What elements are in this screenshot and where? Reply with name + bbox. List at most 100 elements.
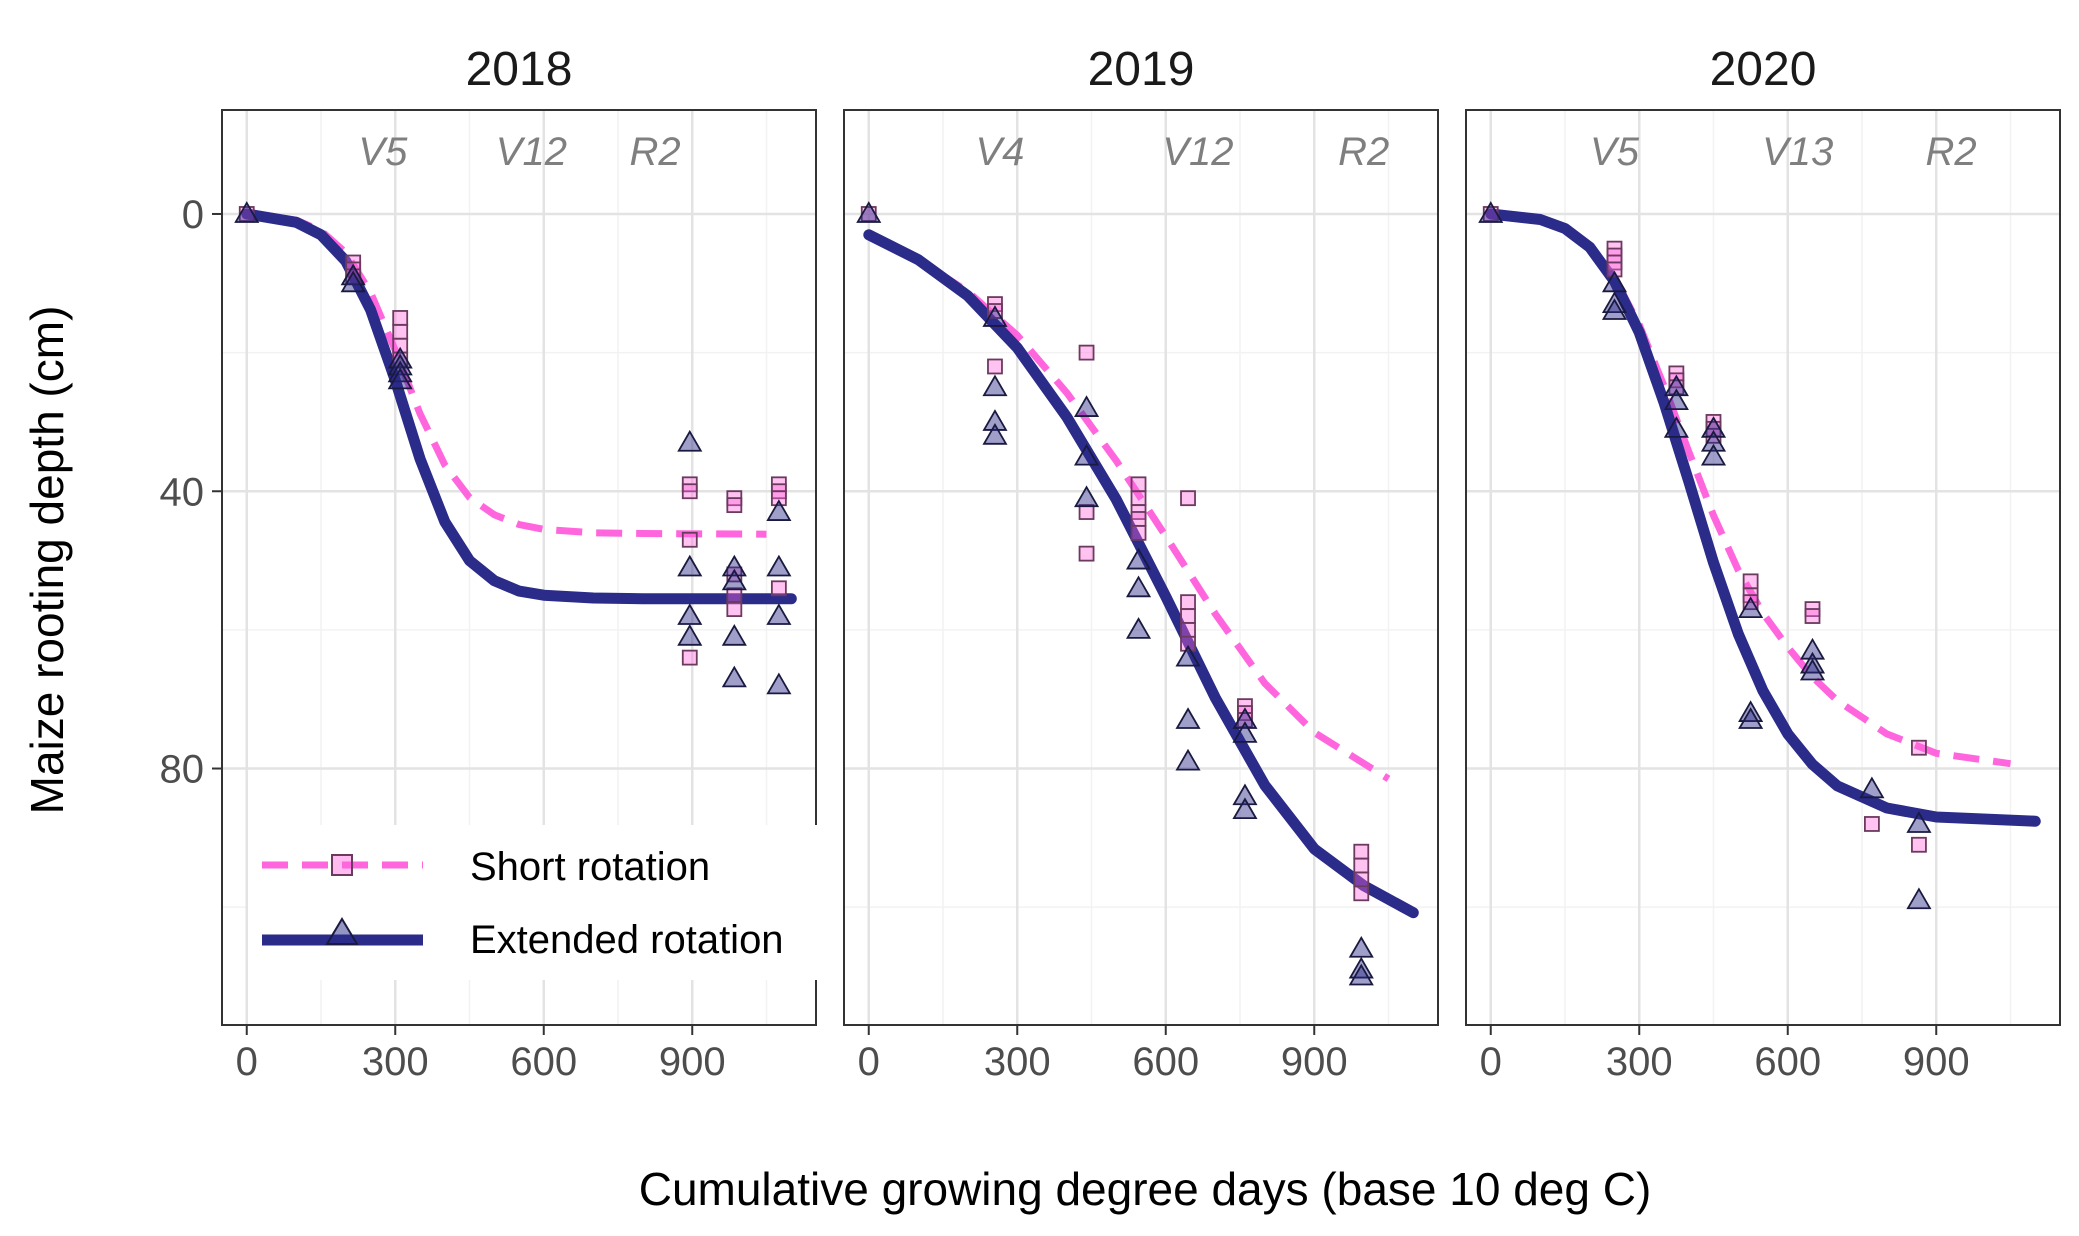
- short-rotation-point: [1911, 836, 1927, 853]
- short-rotation-point: [726, 601, 743, 617]
- panel-2019: 2019 V4 V12 R2 0 300 600 900: [843, 43, 1439, 1084]
- extended-rotation-point: [1175, 748, 1201, 771]
- short-rotation-point: [681, 649, 698, 666]
- extended-rotation-point: [1906, 887, 1932, 910]
- short-rotation-point: [392, 310, 409, 326]
- legend: Short rotation Extended rotation: [248, 825, 838, 980]
- x-tick-label: 0: [858, 1040, 880, 1084]
- short-rotation-point: [1353, 857, 1370, 874]
- x-tick-label: 600: [1132, 1040, 1199, 1084]
- short-rotation-point: [681, 531, 698, 548]
- extended-rotation-point: [677, 554, 703, 577]
- extended-rotation-point: [1663, 374, 1689, 397]
- extended-rotation-point: [1799, 658, 1826, 681]
- panel-border: [221, 109, 817, 1026]
- panel-border: [843, 109, 1439, 1026]
- extended-rotation-point: [677, 429, 703, 452]
- stage-label-V12: V12: [496, 130, 567, 174]
- short-rotation-point: [1078, 545, 1095, 562]
- stage-label-R2: R2: [1338, 130, 1389, 174]
- short-rotation-point: [726, 497, 743, 514]
- short-rotation-point: [681, 483, 698, 500]
- panel-title-2020: 2020: [1710, 43, 1817, 96]
- short-rotation-point: [1078, 504, 1095, 520]
- legend-extended-marker: [325, 917, 359, 945]
- extended-rotation-point: [766, 603, 792, 625]
- legend-short-label: Short rotation: [470, 845, 710, 889]
- y-tick-label: 40: [160, 470, 205, 514]
- extended-rotation-point: [1073, 443, 1100, 466]
- x-tick-label: 300: [1606, 1040, 1673, 1084]
- extended-rotation-point: [1700, 429, 1727, 452]
- y-tick-label: 0: [182, 193, 204, 237]
- x-tick-label: 900: [659, 1040, 726, 1084]
- extended-rotation-point: [1073, 395, 1100, 417]
- legend-short-marker: [331, 854, 353, 876]
- extended-rotation-point: [982, 374, 1008, 397]
- extended-rotation-point: [766, 499, 792, 521]
- extended-rotation-point: [1175, 644, 1201, 667]
- x-axis-title: Cumulative growing degree days (base 10 …: [639, 1163, 1652, 1215]
- short-rotation-point: [770, 580, 787, 597]
- x-tick-label: 900: [1281, 1040, 1348, 1084]
- extended-rotation-point: [721, 554, 747, 577]
- panel-title-2019: 2019: [1088, 43, 1195, 96]
- legend-extended-label: Extended rotation: [470, 918, 784, 962]
- short-rotation-point: [726, 587, 743, 604]
- extended-rotation-point: [1125, 547, 1152, 570]
- short-rotation-point: [770, 490, 787, 507]
- stage-label-V5: V5: [358, 130, 408, 174]
- stage-label-R2: R2: [630, 130, 681, 174]
- extended-rotation-point: [387, 360, 413, 383]
- short-rotation-point: [1180, 608, 1196, 624]
- short-rotation-point: [1130, 511, 1147, 527]
- short-rotation-point: [1742, 573, 1759, 590]
- extended-rotation-point: [340, 263, 366, 286]
- extended-rotation-point: [1601, 298, 1628, 320]
- y-tick-label: 80: [160, 748, 205, 792]
- extended-rotation-point: [677, 624, 703, 646]
- stage-label-R2: R2: [1926, 130, 1977, 174]
- extended-rotation-point: [1232, 707, 1258, 729]
- extended-rotation-point: [1232, 721, 1258, 743]
- panel-background: [1466, 110, 2060, 1025]
- short-rotation-point: [1180, 490, 1196, 507]
- extended-rotation-point: [1700, 443, 1727, 466]
- short-rotation-point: [1130, 490, 1147, 507]
- extended-rotation-point: [1232, 797, 1258, 820]
- short-rotation-point: [1180, 621, 1196, 638]
- extended-rotation-point: [1348, 963, 1374, 986]
- x-tick-label: 300: [362, 1040, 429, 1084]
- extended-rotation-point: [1478, 201, 1504, 223]
- stage-label-V4: V4: [975, 130, 1024, 174]
- stage-label-V12: V12: [1162, 130, 1233, 174]
- legend-background: [248, 825, 838, 980]
- extended-rotation-point: [766, 672, 792, 695]
- extended-rotation-point: [387, 367, 413, 390]
- extended-rotation-point: [1663, 388, 1689, 411]
- x-tick-label: 900: [1903, 1040, 1970, 1084]
- stage-label-V5: V5: [1590, 130, 1640, 174]
- short-rotation-point: [1130, 476, 1147, 493]
- extended-rotation-point: [1906, 811, 1932, 833]
- extended-rotation-point: [1125, 575, 1152, 598]
- short-rotation-point: [987, 358, 1003, 375]
- extended-rotation-point: [1799, 651, 1826, 674]
- short-rotation-point: [1180, 594, 1196, 611]
- extended-rotation-point: [1073, 485, 1100, 508]
- extended-rotation-point: [721, 624, 747, 646]
- short-rotation-point: [1130, 524, 1147, 541]
- extended-rotation-point: [1738, 596, 1764, 618]
- short-rotation-point: [1078, 344, 1095, 361]
- panel-2020: 2020 V5 V13 R2 0 300 600 900: [1465, 43, 2061, 1084]
- short-rotation-point: [392, 323, 409, 340]
- x-tick-label: 300: [984, 1040, 1051, 1084]
- short-rotation-point: [1180, 635, 1196, 652]
- extended-rotation-point: [1700, 416, 1727, 438]
- short-rotation-point: [1353, 885, 1370, 902]
- extended-rotation-point: [721, 568, 747, 591]
- extended-rotation-point: [1663, 416, 1689, 438]
- short-rotation-point: [1911, 739, 1927, 756]
- extended-rotation-point: [721, 665, 747, 688]
- short-rotation-point: [1864, 816, 1880, 832]
